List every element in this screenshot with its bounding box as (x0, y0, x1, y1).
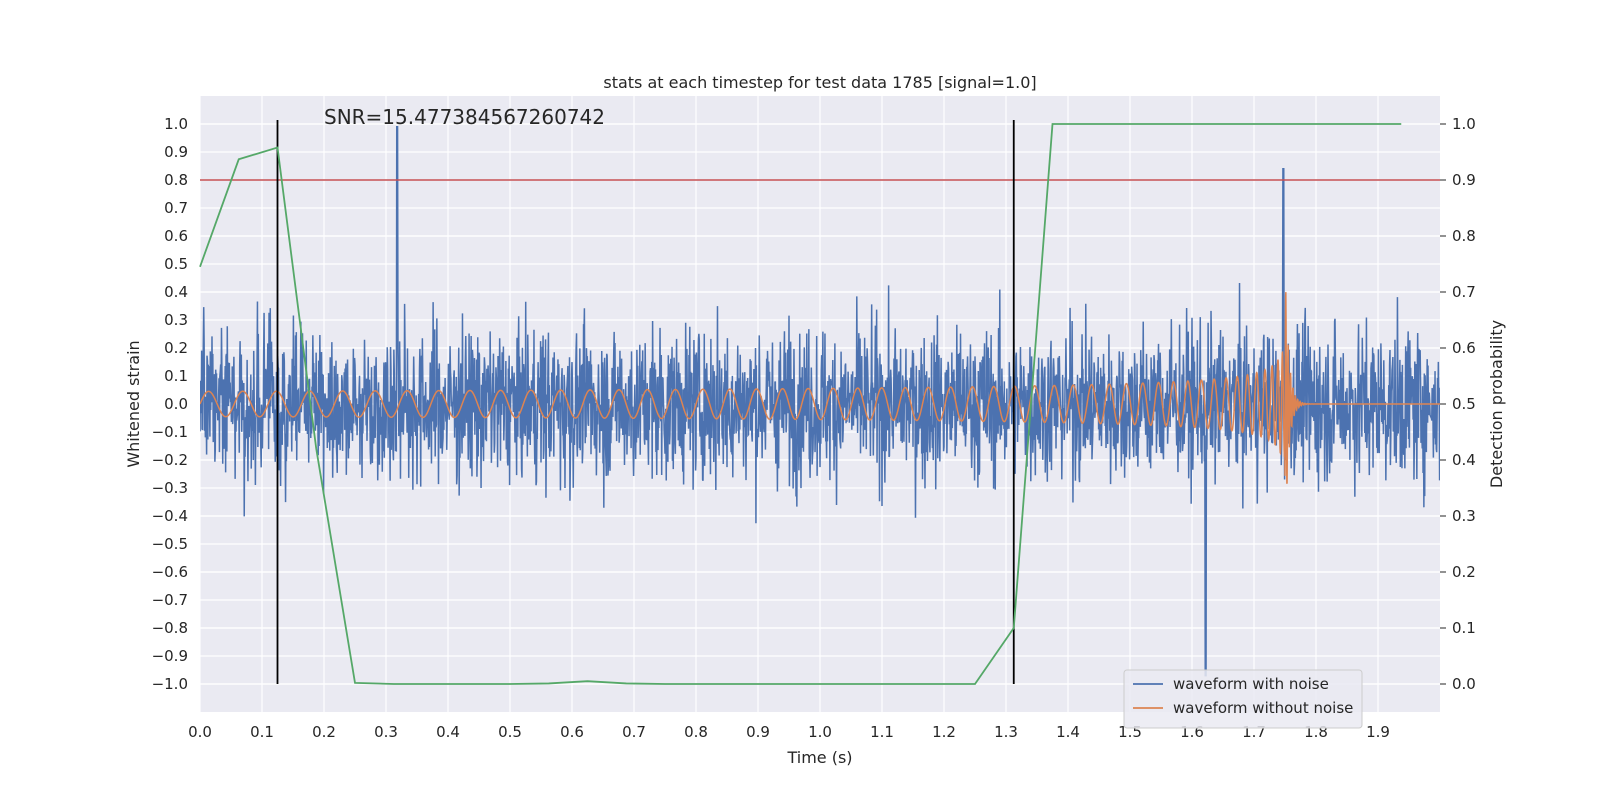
y-tick-label: 0.9 (164, 143, 188, 161)
y2-tick-label: 0.5 (1452, 395, 1476, 413)
y2-axis-ticks: 1.0 0.9 0.8 0.7 0.6 0.5 0.4 0.3 0.2 0.1 0.0 (1440, 115, 1476, 693)
x-axis-label: Time (s) (786, 748, 852, 767)
legend-label-waveform-without-noise: waveform without noise (1173, 699, 1353, 717)
x-tick-label: 1.3 (994, 723, 1018, 741)
y2-tick-label: 0.7 (1452, 283, 1476, 301)
y-tick-label: −0.2 (152, 451, 188, 469)
y2-tick-label: 0.2 (1452, 563, 1476, 581)
y-tick-label: 0.6 (164, 227, 188, 245)
x-tick-label: 0.2 (312, 723, 336, 741)
x-tick-label: 0.5 (498, 723, 522, 741)
x-tick-label: 0.4 (436, 723, 460, 741)
x-tick-label: 1.4 (1056, 723, 1080, 741)
y2-axis-label: Detection probability (1487, 320, 1506, 488)
y-tick-label: −0.1 (152, 423, 188, 441)
x-tick-label: 0.0 (188, 723, 212, 741)
y2-tick-label: 0.4 (1452, 451, 1476, 469)
y-tick-label: 0.0 (164, 395, 188, 413)
x-tick-label: 0.8 (684, 723, 708, 741)
x-tick-label: 1.9 (1366, 723, 1390, 741)
y2-tick-label: 0.1 (1452, 619, 1476, 637)
y-tick-label: −0.8 (152, 619, 188, 637)
y-axis-ticks: 1.0 0.9 0.8 0.7 0.6 0.5 0.4 0.3 0.2 0.1 0.0 −0.1 −0.… (152, 115, 188, 693)
x-tick-label: 1.1 (870, 723, 894, 741)
y-tick-label: 0.1 (164, 367, 188, 385)
y-tick-label: 0.5 (164, 255, 188, 273)
y-tick-label: −0.7 (152, 591, 188, 609)
series-line-detection-probability (199, 123, 1402, 685)
y-tick-label: −0.6 (152, 563, 188, 581)
series-line-waveform-without-noise (200, 292, 1440, 484)
snr-annotation: SNR=15.477384567260742 (324, 105, 605, 129)
y-tick-label: −0.3 (152, 479, 188, 497)
y-tick-label: 0.8 (164, 171, 188, 189)
chart-title: stats at each timestep for test data 178… (603, 73, 1036, 92)
y-tick-label: −0.5 (152, 535, 188, 553)
x-tick-label: 0.3 (374, 723, 398, 741)
y-tick-label: 0.4 (164, 283, 188, 301)
y2-tick-label: 0.6 (1452, 339, 1476, 357)
y2-tick-label: 0.3 (1452, 507, 1476, 525)
y-tick-label: 1.0 (164, 115, 188, 133)
y-tick-label: −1.0 (152, 675, 188, 693)
y-tick-label: −0.4 (152, 507, 188, 525)
legend-label-waveform-with-noise: waveform with noise (1173, 675, 1329, 693)
x-tick-label: 1.0 (808, 723, 832, 741)
y-tick-label: 0.3 (164, 311, 188, 329)
series-line-waveform-with-noise (200, 126, 1440, 677)
x-tick-label: 0.9 (746, 723, 770, 741)
y-tick-label: 0.2 (164, 339, 188, 357)
y2-tick-label: 0.8 (1452, 227, 1476, 245)
y-tick-label: −0.9 (152, 647, 188, 665)
event-markers (276, 120, 1015, 684)
y-tick-label: 0.7 (164, 199, 188, 217)
y2-tick-label: 0.0 (1452, 675, 1476, 693)
x-tick-label: 0.7 (622, 723, 646, 741)
plot-series-group (200, 120, 1440, 684)
legend-box (1123, 669, 1363, 729)
x-tick-label: 0.6 (560, 723, 584, 741)
y-axis-label: Whitened strain (124, 340, 143, 467)
y2-tick-label: 0.9 (1452, 171, 1476, 189)
x-tick-label: 0.1 (250, 723, 274, 741)
y2-tick-label: 1.0 (1452, 115, 1476, 133)
x-tick-label: 1.2 (932, 723, 956, 741)
legend: waveform with noise waveform without noi… (1123, 669, 1363, 729)
